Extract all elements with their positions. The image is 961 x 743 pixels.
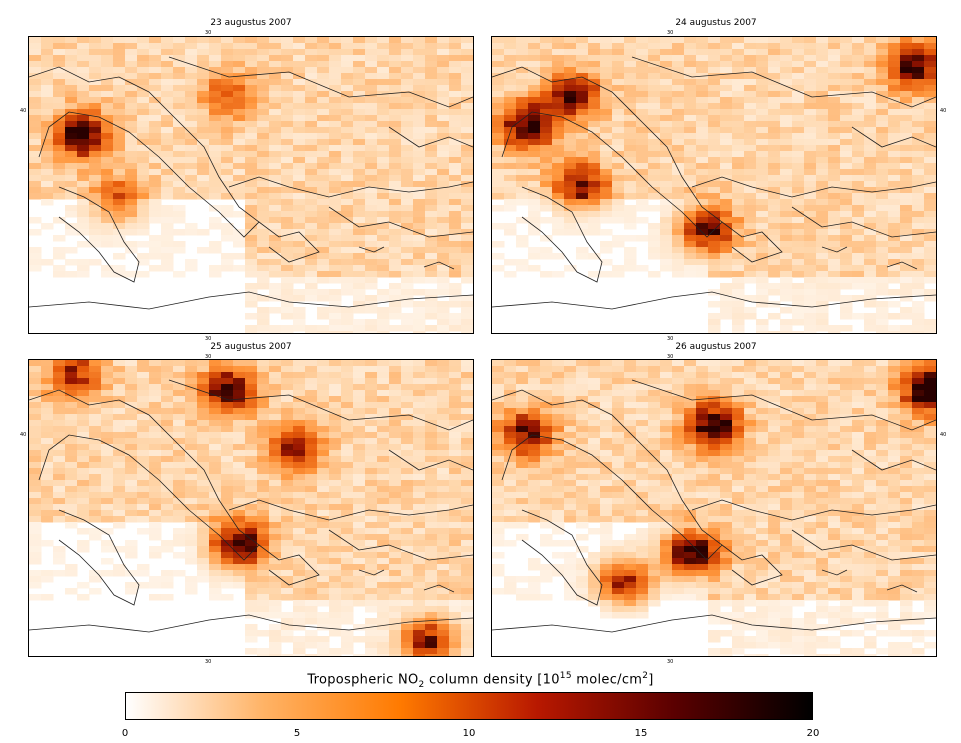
lat-label: 40	[20, 432, 27, 438]
colorbar-tick-5: 5	[293, 728, 301, 739]
panel-title-26-aug: 26 augustus 2007	[675, 342, 757, 352]
lat-label: 40	[940, 108, 947, 114]
coastline	[521, 186, 603, 283]
coastline	[168, 56, 473, 108]
colorbar	[125, 692, 813, 720]
coastline	[886, 584, 918, 593]
lon-label-bottom: 30	[667, 659, 674, 665]
no2-map-26-aug	[492, 360, 936, 656]
lon-label-top: 30	[205, 30, 212, 36]
map-panel-24-aug	[491, 36, 937, 334]
coastline	[328, 529, 473, 561]
panel-title-23-aug: 23 augustus 2007	[210, 18, 292, 28]
lon-label-bottom: 30	[205, 336, 212, 342]
coastline	[29, 291, 473, 310]
lon-label-bottom: 30	[205, 659, 212, 665]
coastline	[886, 261, 918, 270]
coastline	[631, 56, 936, 108]
colorbar-tick-10: 10	[462, 728, 476, 739]
lat-label: 40	[20, 108, 27, 114]
coastline	[358, 569, 385, 576]
lon-label-top: 30	[667, 354, 674, 360]
colorbar-tick-15: 15	[634, 728, 648, 739]
coastline	[821, 569, 848, 576]
coastline	[58, 509, 140, 606]
coastline	[492, 614, 936, 633]
panel-title-25-aug: 25 augustus 2007	[210, 342, 292, 352]
coastline	[851, 126, 936, 148]
coastline	[388, 449, 473, 471]
coastline	[358, 246, 385, 253]
lat-label: 40	[940, 432, 947, 438]
coastline	[258, 544, 320, 586]
coastline	[328, 206, 473, 238]
coastline	[721, 221, 783, 263]
coastline	[791, 206, 936, 238]
no2-map-23-aug	[29, 37, 473, 333]
coastline	[423, 261, 455, 270]
coastline	[168, 379, 473, 431]
colorbar-title: Tropospheric NO2 column density [1015 mo…	[307, 671, 654, 690]
coastline	[258, 221, 320, 263]
colorbar-tick-20: 20	[806, 728, 820, 739]
coastline	[691, 176, 936, 198]
coastline	[521, 509, 603, 606]
map-panel-23-aug	[28, 36, 474, 334]
coastline	[631, 379, 936, 431]
lon-label-top: 30	[667, 30, 674, 36]
coastline	[791, 529, 936, 561]
coastline	[851, 449, 936, 471]
coastline	[821, 246, 848, 253]
coastline	[29, 614, 473, 633]
no2-map-25-aug	[29, 360, 473, 656]
coastline	[721, 544, 783, 586]
coastline	[388, 126, 473, 148]
map-panel-26-aug	[491, 359, 937, 657]
lon-label-bottom: 30	[667, 336, 674, 342]
coastline	[492, 291, 936, 310]
coastline	[228, 176, 473, 198]
lon-label-top: 30	[205, 354, 212, 360]
no2-map-24-aug	[492, 37, 936, 333]
coastline	[691, 499, 936, 521]
coastline	[423, 584, 455, 593]
colorbar-tick-0: 0	[121, 728, 129, 739]
panel-title-24-aug: 24 augustus 2007	[675, 18, 757, 28]
coastline	[58, 186, 140, 283]
map-panel-25-aug	[28, 359, 474, 657]
coastline	[228, 499, 473, 521]
